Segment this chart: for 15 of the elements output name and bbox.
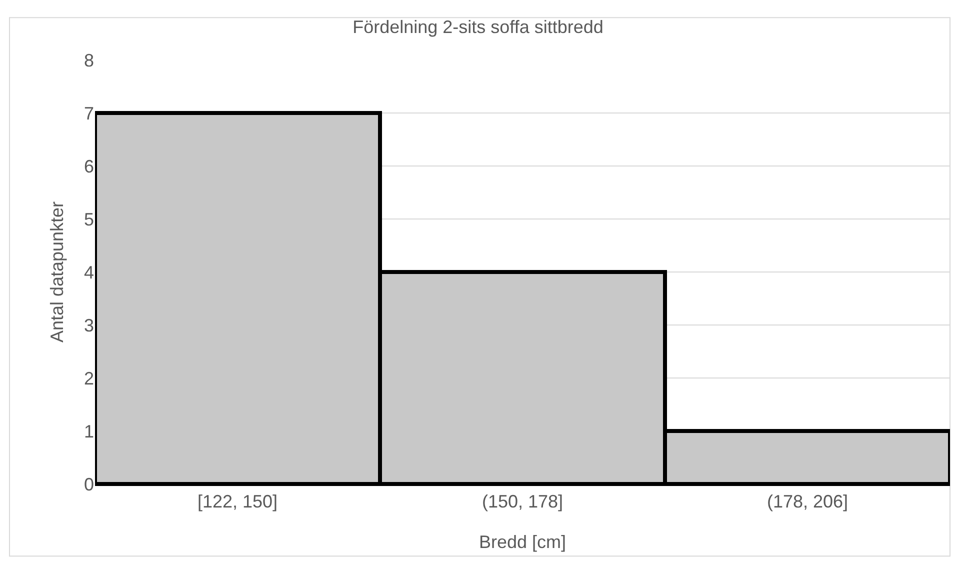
y-tick-label: 8 (84, 50, 94, 70)
x-tick-label: [122, 150] (197, 492, 278, 512)
chart-title: Fördelning 2-sits soffa sittbredd (352, 16, 604, 37)
y-tick-label: 0 (84, 474, 94, 494)
y-axis-title: Antal datapunkter (47, 201, 68, 343)
y-tick-label: 5 (84, 209, 94, 230)
y-tick-label: 1 (84, 421, 94, 442)
y-tick-label: 6 (84, 156, 94, 176)
x-tick-label: (150, 178] (482, 492, 564, 512)
y-tick-label: 7 (84, 103, 94, 124)
y-tick-label: 2 (84, 368, 94, 388)
y-tick-label: 4 (84, 262, 94, 282)
x-tick-label: (178, 206] (766, 492, 848, 512)
x-axis-title: Bredd [cm] (478, 532, 566, 552)
y-tick-label: 3 (84, 315, 94, 336)
